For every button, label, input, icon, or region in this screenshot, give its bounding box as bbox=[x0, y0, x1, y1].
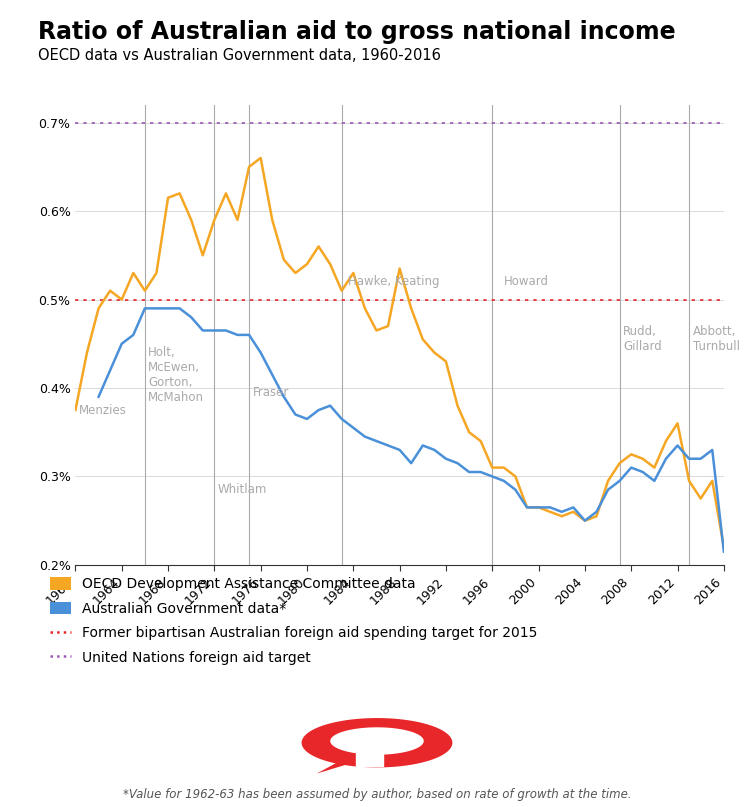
Text: Ratio of Australian aid to gross national income: Ratio of Australian aid to gross nationa… bbox=[38, 20, 676, 44]
Text: *Value for 1962-63 has been assumed by author, based on rate of growth at the ti: *Value for 1962-63 has been assumed by a… bbox=[123, 788, 631, 801]
Polygon shape bbox=[356, 752, 383, 766]
PathPatch shape bbox=[302, 718, 452, 767]
Text: Hawke, Keating: Hawke, Keating bbox=[348, 275, 439, 288]
Text: Fraser: Fraser bbox=[253, 386, 289, 399]
Text: OECD data vs Australian Government data, 1960-2016: OECD data vs Australian Government data,… bbox=[38, 48, 440, 64]
Legend: OECD Development Assistance Committee data, Australian Government data*, Former : OECD Development Assistance Committee da… bbox=[44, 572, 543, 670]
Text: Menzies: Menzies bbox=[79, 404, 127, 416]
Text: Whitlam: Whitlam bbox=[218, 483, 267, 496]
Text: Holt,
McEwen,
Gorton,
McMahon: Holt, McEwen, Gorton, McMahon bbox=[149, 345, 204, 404]
Text: Abbott,
Turnbull: Abbott, Turnbull bbox=[693, 325, 740, 353]
Text: Rudd,
Gillard: Rudd, Gillard bbox=[623, 325, 662, 353]
Text: Howard: Howard bbox=[504, 275, 549, 288]
PathPatch shape bbox=[317, 753, 385, 774]
